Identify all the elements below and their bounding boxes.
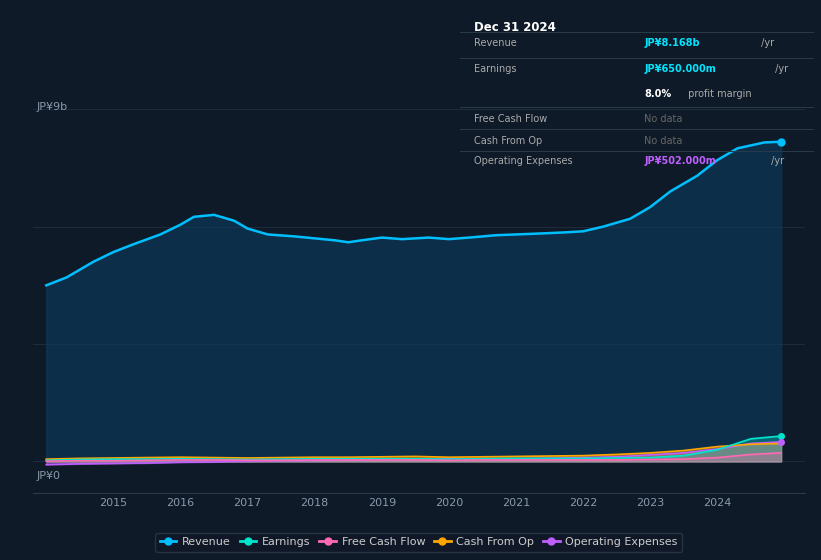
Text: 8.0%: 8.0%	[644, 89, 672, 99]
Text: JP¥0: JP¥0	[37, 471, 61, 480]
Text: /yr: /yr	[758, 38, 774, 48]
Text: JP¥9b: JP¥9b	[37, 102, 68, 111]
Text: Dec 31 2024: Dec 31 2024	[474, 21, 556, 35]
Text: No data: No data	[644, 114, 682, 124]
Text: Earnings: Earnings	[474, 64, 516, 74]
Text: No data: No data	[644, 136, 682, 146]
Text: Revenue: Revenue	[474, 38, 516, 48]
Text: Free Cash Flow: Free Cash Flow	[474, 114, 548, 124]
Legend: Revenue, Earnings, Free Cash Flow, Cash From Op, Operating Expenses: Revenue, Earnings, Free Cash Flow, Cash …	[155, 533, 682, 552]
Text: JP¥650.000m: JP¥650.000m	[644, 64, 716, 74]
Text: JP¥8.168b: JP¥8.168b	[644, 38, 699, 48]
Text: /yr: /yr	[768, 156, 784, 166]
Text: /yr: /yr	[772, 64, 788, 74]
Text: profit margin: profit margin	[685, 89, 751, 99]
Text: Cash From Op: Cash From Op	[474, 136, 542, 146]
Text: Operating Expenses: Operating Expenses	[474, 156, 572, 166]
Text: JP¥502.000m: JP¥502.000m	[644, 156, 716, 166]
